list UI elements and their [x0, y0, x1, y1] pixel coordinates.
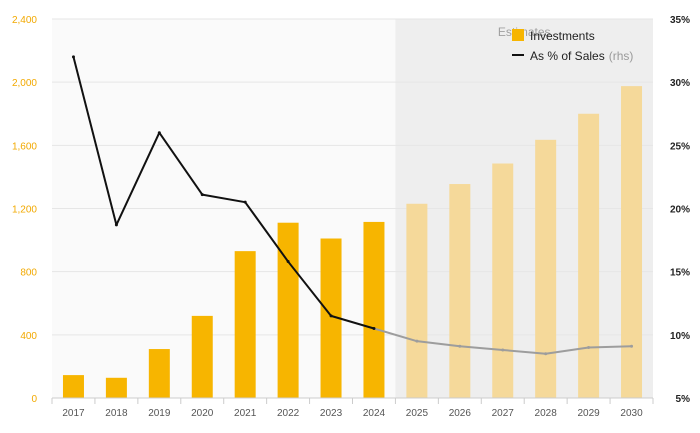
- sales-percent-line: [71, 55, 634, 356]
- y-right-tick-label: 15%: [670, 268, 690, 279]
- y-left-tick-label: 800: [20, 268, 37, 279]
- x-axis: 2017 2018 2019 2020 2021 2022 2023 2024 2025 2026…: [51, 397, 654, 419]
- line-point-2024: [372, 327, 376, 331]
- line-point-2017: [71, 55, 75, 59]
- x-tick-label: 2025: [406, 408, 429, 419]
- bar-2020: [191, 315, 213, 398]
- line-point-2022: [286, 260, 290, 264]
- legend: Investments As % of Sales (rhs): [512, 29, 633, 63]
- y-left-tick-label: 2,400: [12, 15, 37, 26]
- bar-2029: [578, 113, 600, 398]
- x-tick-label: 2027: [492, 408, 515, 419]
- line-point-2018: [114, 223, 118, 227]
- x-tick-label: 2028: [535, 408, 558, 419]
- sales-percent-line-actual: [72, 56, 375, 330]
- bar-2018: [105, 377, 127, 398]
- line-point-2029: [587, 345, 591, 349]
- investments-bars: [62, 86, 643, 398]
- x-tick-label: 2029: [577, 408, 600, 419]
- x-tick-label: 2018: [105, 408, 128, 419]
- bar-2024: [363, 221, 385, 398]
- y-right-tick-label: 5%: [676, 394, 691, 405]
- y-left-tick-label: 1,600: [12, 141, 37, 152]
- estimates-label: Estimates: [498, 25, 551, 39]
- x-tick-label: 2024: [363, 408, 386, 419]
- x-tick-label: 2023: [320, 408, 343, 419]
- bar-2030: [621, 86, 643, 398]
- x-tick-label: 2021: [234, 408, 257, 419]
- line-point-2020: [200, 193, 204, 197]
- right-axis: 5% 10% 15% 20% 25% 30% 35%: [670, 15, 690, 405]
- line-point-2030: [630, 344, 634, 348]
- x-tick-label: 2017: [62, 408, 85, 419]
- legend-sales-label: As % of Sales: [530, 49, 605, 63]
- bar-2025: [406, 203, 428, 398]
- bar-2021: [234, 251, 256, 398]
- line-point-2023: [329, 314, 333, 318]
- line-point-2025: [415, 339, 419, 343]
- bar-2017: [62, 375, 84, 398]
- legend-line-text: As % of Sales (rhs): [530, 49, 633, 63]
- y-left-tick-label: 2,000: [12, 78, 37, 89]
- line-point-2028: [544, 352, 548, 356]
- line-point-2026: [458, 344, 462, 348]
- x-tick-label: 2020: [191, 408, 214, 419]
- legend-investments-swatch: [512, 29, 524, 41]
- x-tick-label: 2019: [148, 408, 171, 419]
- line-point-2019: [157, 131, 161, 135]
- y-right-tick-label: 30%: [670, 78, 690, 89]
- y-right-tick-label: 20%: [670, 205, 690, 216]
- bar-2022: [277, 222, 299, 398]
- left-axis: 0 400 800 1,200 1,600 2,000 2,400: [12, 15, 37, 405]
- y-left-tick-label: 400: [20, 331, 37, 342]
- bar-2023: [320, 238, 342, 398]
- y-left-tick-label: 0: [31, 394, 37, 405]
- y-left-tick-label: 1,200: [12, 205, 37, 216]
- y-right-tick-label: 10%: [670, 331, 690, 342]
- y-right-tick-label: 25%: [670, 141, 690, 152]
- bar-2028: [535, 139, 557, 398]
- x-tick-label: 2030: [620, 408, 643, 419]
- bar-2026: [449, 184, 471, 398]
- legend-rhs-suffix: (rhs): [609, 49, 634, 63]
- bar-2019: [148, 349, 170, 398]
- y-right-tick-label: 35%: [670, 15, 690, 26]
- line-point-2021: [243, 200, 247, 204]
- line-point-2027: [501, 348, 505, 352]
- x-tick-label: 2026: [449, 408, 472, 419]
- legend-investments-label: Investments: [530, 29, 595, 43]
- bar-2027: [492, 163, 514, 398]
- x-tick-label: 2022: [277, 408, 300, 419]
